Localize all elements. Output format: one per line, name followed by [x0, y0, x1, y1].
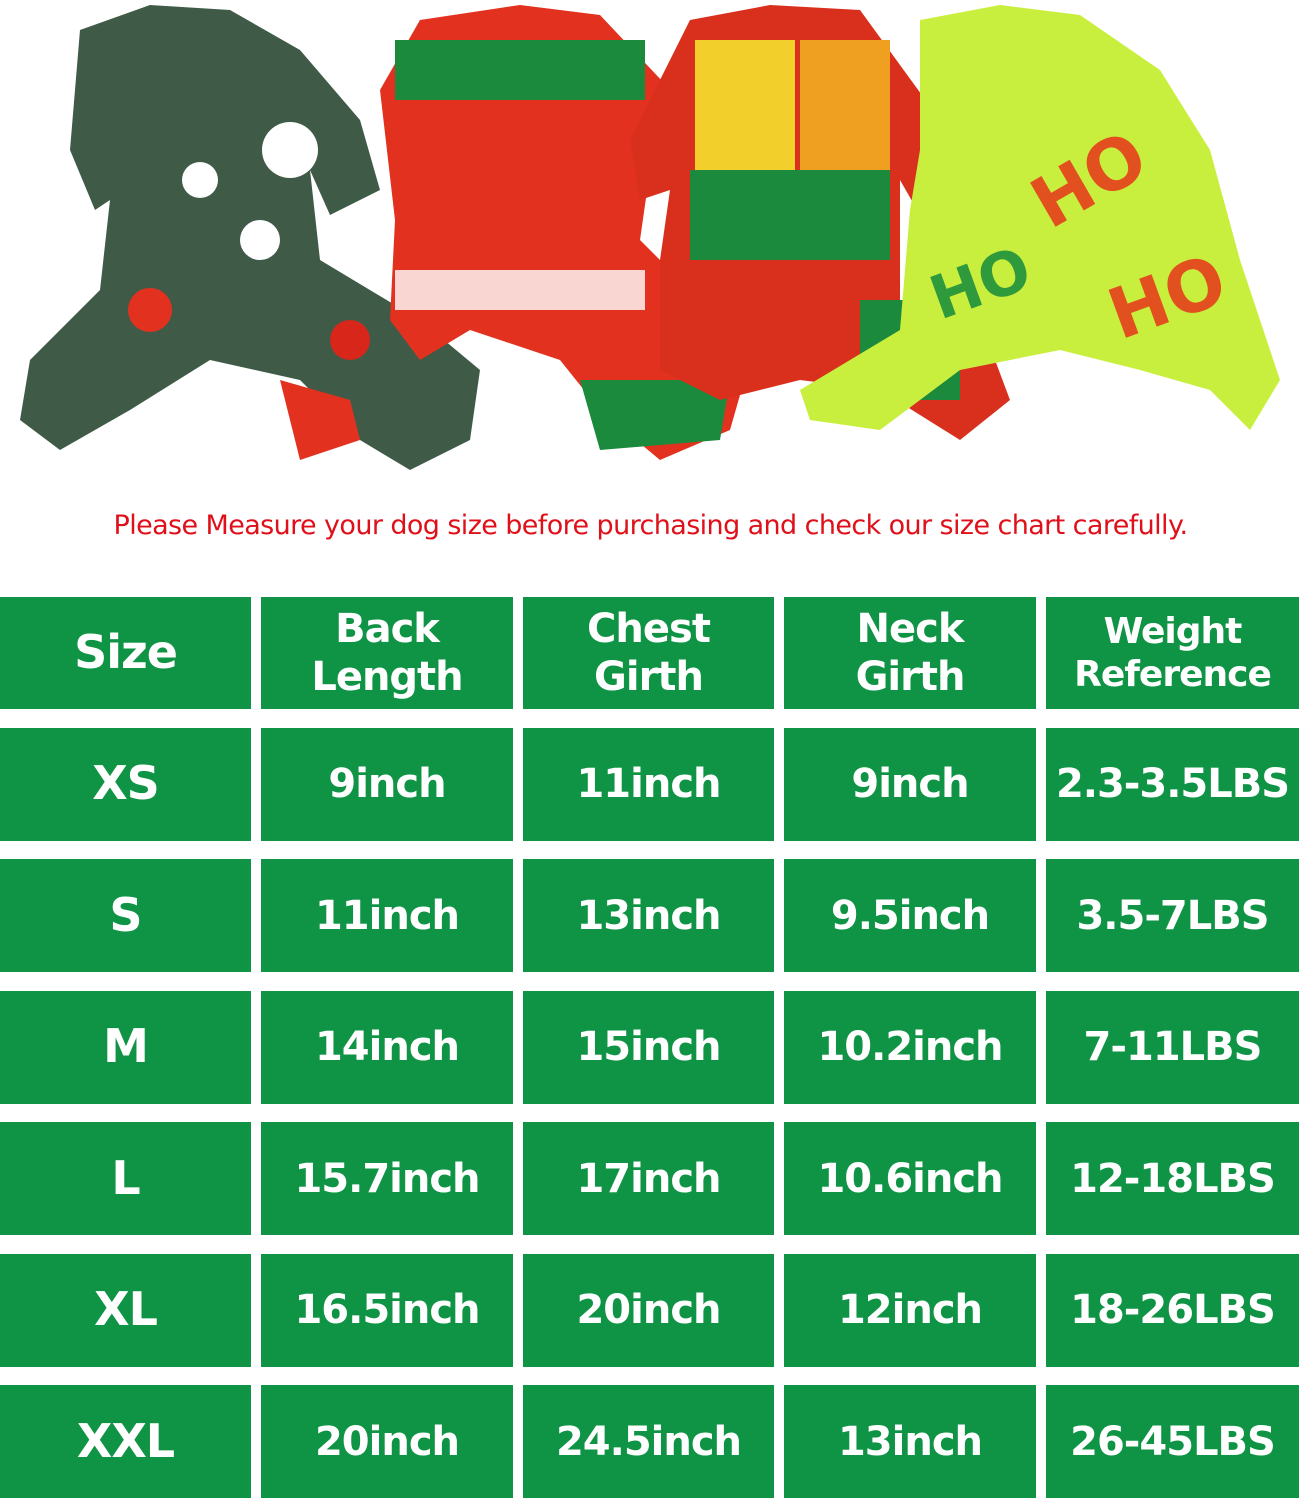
cell-neck-girth: 9.5inch	[784, 859, 1036, 972]
cell-neck-girth: 10.2inch	[784, 990, 1036, 1104]
header-text: Length	[311, 654, 463, 700]
cell-back-length: 20inch	[261, 1385, 513, 1498]
pajama-green-image	[20, 5, 480, 470]
header-text: Neck	[856, 606, 965, 652]
cell-chest-girth: 11inch	[523, 727, 774, 841]
size-notice: Please Measure your dog size before purc…	[113, 510, 1189, 541]
cell-neck-girth: 9inch	[784, 727, 1036, 841]
cell-weight-reference: 3.5-7LBS	[1046, 859, 1299, 972]
cell-size: XS	[0, 727, 251, 841]
cell-back-length: 15.7inch	[261, 1122, 513, 1235]
header-size: Size	[0, 597, 251, 709]
header-text: Weight	[1103, 610, 1243, 652]
cell-back-length: 9inch	[261, 727, 513, 841]
cell-chest-girth: 20inch	[523, 1253, 774, 1367]
header-text: Girth	[855, 654, 966, 700]
header-neck-girth: Neck Girth	[784, 597, 1036, 709]
cell-back-length: 14inch	[261, 990, 513, 1104]
header-text: Chest	[587, 606, 711, 652]
cell-size: XXL	[0, 1385, 251, 1498]
cell-weight-reference: 18-26LBS	[1046, 1253, 1299, 1367]
cell-weight-reference: 7-11LBS	[1046, 990, 1299, 1104]
header-text: Back	[335, 606, 440, 652]
cell-size: M	[0, 990, 251, 1104]
cell-weight-reference: 12-18LBS	[1046, 1122, 1299, 1235]
cell-size: XL	[0, 1253, 251, 1367]
product-images: HO HO HO	[20, 5, 1280, 470]
header-text: Girth	[594, 654, 704, 700]
cell-size: L	[0, 1122, 251, 1235]
cell-weight-reference: 26-45LBS	[1046, 1385, 1299, 1498]
header-text: Reference	[1074, 654, 1272, 695]
header-weight-reference: Weight Reference	[1046, 597, 1299, 709]
header-back-length: Back Length	[261, 597, 513, 709]
cell-weight-reference: 2.3-3.5LBS	[1046, 727, 1299, 841]
pajama-lime-image: HO HO HO	[800, 5, 1280, 430]
cell-back-length: 11inch	[261, 859, 513, 972]
cell-chest-girth: 24.5inch	[523, 1385, 774, 1498]
header-text: Size	[74, 625, 178, 680]
cell-size: S	[0, 859, 251, 972]
cell-chest-girth: 15inch	[523, 990, 774, 1104]
cell-neck-girth: 12inch	[784, 1253, 1036, 1367]
cell-neck-girth: 10.6inch	[784, 1122, 1036, 1235]
cell-neck-girth: 13inch	[784, 1385, 1036, 1498]
header-chest-girth: Chest Girth	[523, 597, 774, 709]
size-chart-table: Size Back Length Chest Girth Neck Girth Wei…	[0, 597, 1301, 1498]
cell-back-length: 16.5inch	[261, 1253, 513, 1367]
cell-chest-girth: 17inch	[523, 1122, 774, 1235]
cell-chest-girth: 13inch	[523, 859, 774, 972]
